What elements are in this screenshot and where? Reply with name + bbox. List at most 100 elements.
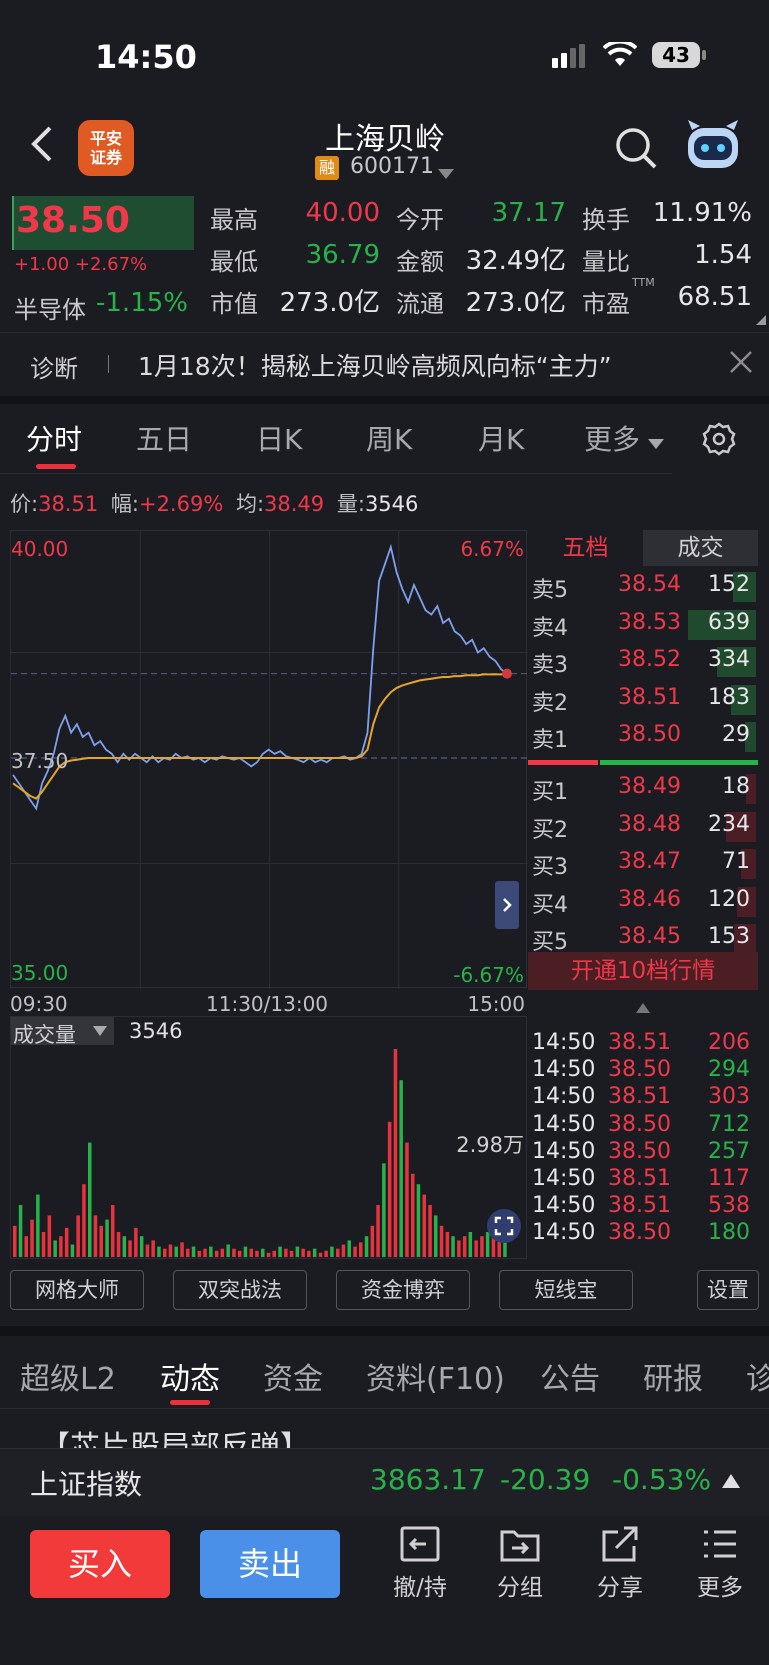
chevron-down-icon[interactable] [648, 434, 664, 453]
volume-bar [53, 1240, 57, 1257]
ask-row[interactable]: 卖3 38.52 334 [528, 643, 758, 680]
x-axis: 09:30 11:30/13:00 15:00 [10, 990, 527, 1016]
expand-up-icon[interactable] [722, 1473, 740, 1492]
tabs-bottom-line [0, 473, 672, 474]
tab-research[interactable]: 研报 [643, 1362, 703, 1397]
ask-row[interactable]: 卖4 38.53 639 [528, 606, 758, 643]
volume-dropdown-icon [93, 1026, 107, 1036]
volume-bar [503, 1236, 507, 1257]
tool-fund-game[interactable]: 资金博弈 [336, 1270, 470, 1310]
depth-bar [746, 774, 756, 804]
bid-row[interactable]: 买4 38.46 120 [528, 883, 758, 920]
trade-price: 38.51 [608, 1084, 671, 1110]
ask-row[interactable]: 卖5 38.54 152 [528, 568, 758, 605]
trade-time: 14:50 [532, 1084, 596, 1110]
volume-value: 3546 [129, 1019, 183, 1043]
expand-arrow-button[interactable] [495, 881, 519, 929]
broker-logo[interactable]: 平安证券 [78, 120, 134, 176]
bid-row[interactable]: 买5 38.45 153 [528, 920, 758, 957]
volume-bar [312, 1248, 317, 1257]
diagnosis-text[interactable]: 1月18次！揭秘上海贝岭高频风向标“主力” [138, 352, 612, 381]
collapse-up-icon[interactable] [636, 998, 650, 1017]
index-bar[interactable]: 上证指数 3863.17 -20.39 -0.53% [0, 1448, 769, 1516]
volume-chart[interactable]: 成交量 3546 2.98万 [10, 1016, 527, 1259]
ask-row[interactable]: 卖1 38.50 29 [528, 718, 758, 755]
level-qty: 71 [722, 849, 750, 875]
volume-bar [168, 1244, 173, 1257]
volume-bar [370, 1225, 375, 1257]
tab-f10[interactable]: 资料(F10) [366, 1362, 505, 1397]
volume-bar [249, 1248, 253, 1257]
volume-max-label: 2.98万 [456, 1133, 524, 1157]
tab-five-levels[interactable]: 五档 [528, 530, 643, 566]
depth-bar [730, 684, 756, 715]
tab-super-l2[interactable]: 超级L2 [20, 1362, 116, 1397]
x-label-close: 15:00 [467, 992, 525, 1016]
group-action[interactable]: 分组 [488, 1524, 552, 1602]
open-level10-button[interactable]: 开通10档行情 [528, 952, 758, 990]
tab-five-day[interactable]: 五日 [136, 423, 193, 456]
volume-bar [163, 1248, 167, 1257]
volume-bar [468, 1232, 473, 1257]
tab-announcements[interactable]: 公告 [540, 1362, 600, 1397]
tab-more[interactable]: 更多 [584, 423, 641, 456]
tab-diagnosis[interactable]: 诊 [746, 1362, 769, 1397]
level-price: 38.49 [618, 774, 681, 799]
quote-value: 273.0亿 [279, 288, 380, 318]
tool-double-break[interactable]: 双突战法 [173, 1270, 307, 1310]
cancel-hold-action[interactable]: 撤/持 [388, 1524, 452, 1602]
share-action[interactable]: 分享 [588, 1524, 652, 1602]
bid-row[interactable]: 买1 38.49 18 [528, 770, 758, 807]
news-headline-partial[interactable]: 【芯片股局部反弹】 [40, 1430, 310, 1448]
tab-monthly-k[interactable]: 月K [478, 423, 525, 456]
ask-row[interactable]: 卖2 38.51 183 [528, 681, 758, 718]
index-change: -20.39 [500, 1463, 591, 1496]
tool-settings[interactable]: 设置 [697, 1270, 759, 1310]
price-change: +1.00 +2.67% [14, 254, 148, 275]
diagnosis-banner[interactable]: 诊断 1月18次！揭秘上海贝岭高频风向标“主力” [0, 332, 769, 396]
quote-value: 32.49亿 [465, 246, 566, 276]
search-icon[interactable] [614, 126, 658, 174]
tool-short-line[interactable]: 短线宝 [499, 1270, 633, 1310]
trade-row: 14:50 38.50 180 [528, 1220, 758, 1247]
battery-level: 43 [662, 43, 690, 67]
tab-trades[interactable]: 成交 [643, 530, 758, 566]
section-divider-2 [0, 1326, 769, 1336]
volume-bar [485, 1232, 490, 1257]
volume-selector[interactable]: 成交量 [11, 1017, 114, 1047]
tab-funds[interactable]: 资金 [263, 1362, 323, 1397]
tab-news[interactable]: 动态 [160, 1362, 220, 1397]
sell-button[interactable]: 卖出 [200, 1530, 340, 1598]
volume-bar [111, 1205, 115, 1257]
level-price: 38.47 [618, 849, 681, 875]
tool-grid-master[interactable]: 网格大师 [10, 1270, 144, 1310]
trade-qty: 206 [708, 1030, 750, 1055]
tab-weekly-k[interactable]: 周K [366, 423, 413, 456]
trade-price: 38.51 [608, 1030, 671, 1055]
more-action[interactable]: 更多 [688, 1524, 752, 1602]
back-icon[interactable] [28, 124, 56, 168]
tab-daily-k[interactable]: 日K [256, 423, 303, 456]
close-icon[interactable] [728, 349, 754, 379]
volume-bar [30, 1219, 34, 1257]
bid-row[interactable]: 买3 38.47 71 [528, 845, 758, 882]
trade-time: 14:50 [532, 1057, 596, 1083]
fullscreen-icon[interactable] [487, 1209, 521, 1243]
sector-change[interactable]: -1.15% [96, 288, 188, 318]
volume-bar [36, 1194, 40, 1257]
buy-button[interactable]: 买入 [30, 1530, 170, 1598]
stock-code[interactable]: 600171 [350, 154, 434, 179]
volume-bars-svg [13, 1049, 507, 1257]
volume-bar [116, 1232, 121, 1257]
pct-label-top: 6.67% [460, 537, 524, 561]
intraday-chart[interactable]: 40.00 37.50 35.00 6.67% -6.67% [10, 530, 528, 989]
volume-bar [289, 1250, 294, 1257]
code-dropdown-icon[interactable] [438, 164, 454, 183]
robot-assistant-icon[interactable] [684, 118, 742, 180]
bid-row[interactable]: 买2 38.48 234 [528, 808, 758, 845]
tab-intraday[interactable]: 分时 [26, 423, 83, 456]
quote-value: 37.17 [491, 198, 566, 228]
volume-bar [220, 1248, 225, 1257]
sector-name[interactable]: 半导体 [14, 296, 86, 324]
settings-gear-icon[interactable] [702, 422, 736, 460]
